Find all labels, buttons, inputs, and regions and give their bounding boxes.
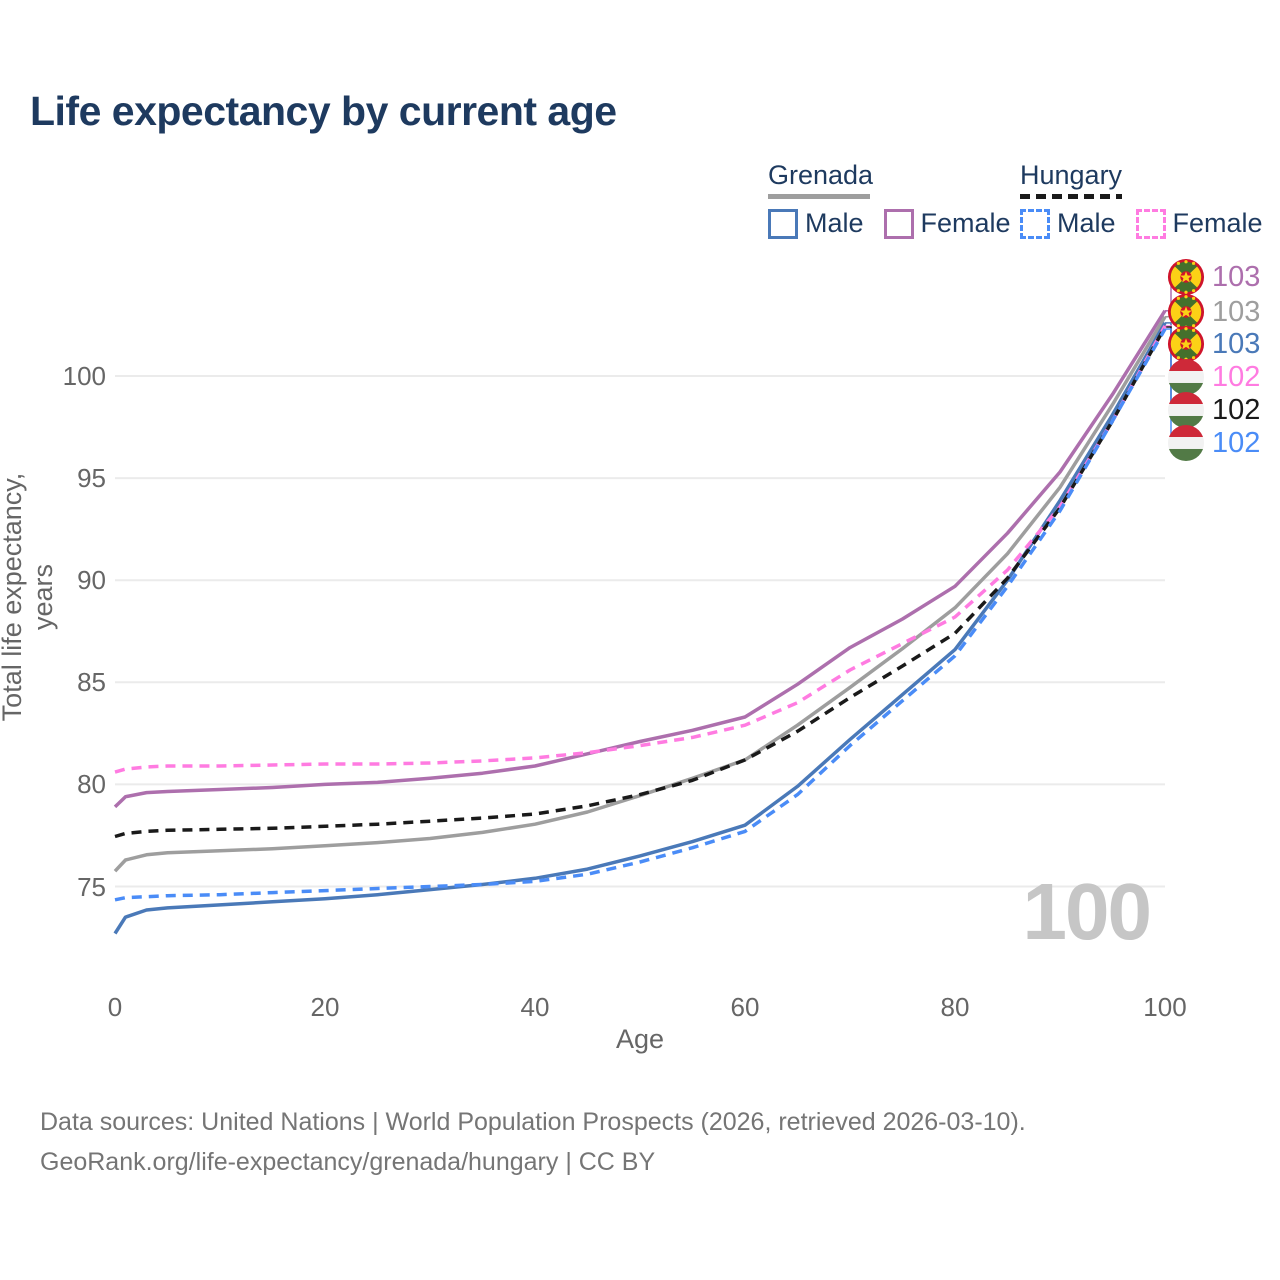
end-value-label: 102	[1212, 427, 1261, 459]
page-title: Life expectancy by current age	[30, 88, 617, 134]
legend-swatch-grenada-female[interactable]	[883, 208, 914, 239]
hungary-flag-icon	[1167, 391, 1205, 429]
grenada-flag-icon	[1167, 325, 1205, 363]
legend-label-grenada-female[interactable]: Female	[920, 208, 1011, 238]
legend-swatch-hungary-female[interactable]	[1135, 208, 1166, 239]
y-tick-label: 95	[77, 463, 106, 494]
legend-country-underline	[1020, 194, 1122, 199]
grenada-flag-icon	[1167, 293, 1205, 331]
x-tick-label: 20	[310, 992, 340, 1022]
legend-swatch-grenada-male[interactable]	[768, 208, 798, 239]
end-value-label: 102	[1212, 394, 1261, 426]
y-tick-label: 80	[77, 769, 106, 800]
x-tick-label: 100	[1143, 992, 1187, 1022]
age-counter-watermark: 100	[1022, 867, 1152, 956]
legend-group-hungary: Hungary Male Female	[1020, 160, 1280, 239]
legend-label-grenada-male[interactable]: Male	[805, 208, 864, 238]
legend-country-grenada[interactable]: Grenada	[768, 160, 874, 190]
annotation-row-hungary-female: 102	[1167, 358, 1260, 396]
y-tick-label: 85	[77, 667, 106, 698]
legend-group-grenada: Grenada Male Female	[768, 160, 1031, 239]
x-axis-title: Age	[615, 1024, 665, 1054]
end-value-label: 103	[1212, 296, 1261, 328]
series-line-hungary-female[interactable]	[114, 325, 1167, 774]
x-tick-label: 0	[107, 992, 123, 1022]
annotation-row-grenada-female: 103	[1167, 258, 1260, 296]
y-tick-label: 75	[77, 871, 106, 902]
legend-swatch-hungary-male[interactable]	[1020, 208, 1050, 239]
legend-country-hungary[interactable]: Hungary	[1020, 160, 1123, 190]
attribution-text: GeoRank.org/life-expectancy/grenada/hung…	[40, 1148, 656, 1176]
hungary-flag-icon	[1167, 424, 1205, 462]
series-line-grenada-female[interactable]	[113, 309, 1167, 809]
end-value-label: 103	[1212, 261, 1261, 293]
legend-label-hungary-male[interactable]: Male	[1057, 208, 1116, 238]
series-line-grenada-all[interactable]	[113, 315, 1167, 873]
hungary-flag-icon	[1167, 358, 1205, 396]
x-tick-label: 80	[940, 992, 970, 1022]
series-line-grenada-male[interactable]	[113, 322, 1167, 935]
legend-country-underline	[768, 194, 870, 199]
y-tick-label: 90	[77, 565, 106, 596]
data-sources-text: Data sources: United Nations | World Pop…	[40, 1108, 1026, 1136]
legend-label-hungary-female[interactable]: Female	[1172, 208, 1263, 238]
series-line-hungary-male[interactable]	[114, 328, 1167, 902]
grenada-flag-icon	[1167, 258, 1205, 296]
end-value-label: 102	[1212, 361, 1261, 393]
y-tick-label: 100	[62, 361, 106, 391]
x-tick-label: 40	[520, 992, 550, 1022]
annotation-row-hungary-all: 102	[1167, 391, 1260, 429]
annotation-row-hungary-male: 102	[1167, 424, 1260, 462]
series-line-hungary-all[interactable]	[114, 326, 1167, 839]
end-value-label: 103	[1212, 328, 1261, 360]
x-tick-label: 60	[730, 992, 760, 1022]
y-axis-title: Total life expectancy, years	[0, 472, 58, 722]
annotation-row-grenada-male: 103	[1167, 325, 1260, 363]
annotation-row-grenada-all: 103	[1167, 293, 1260, 331]
